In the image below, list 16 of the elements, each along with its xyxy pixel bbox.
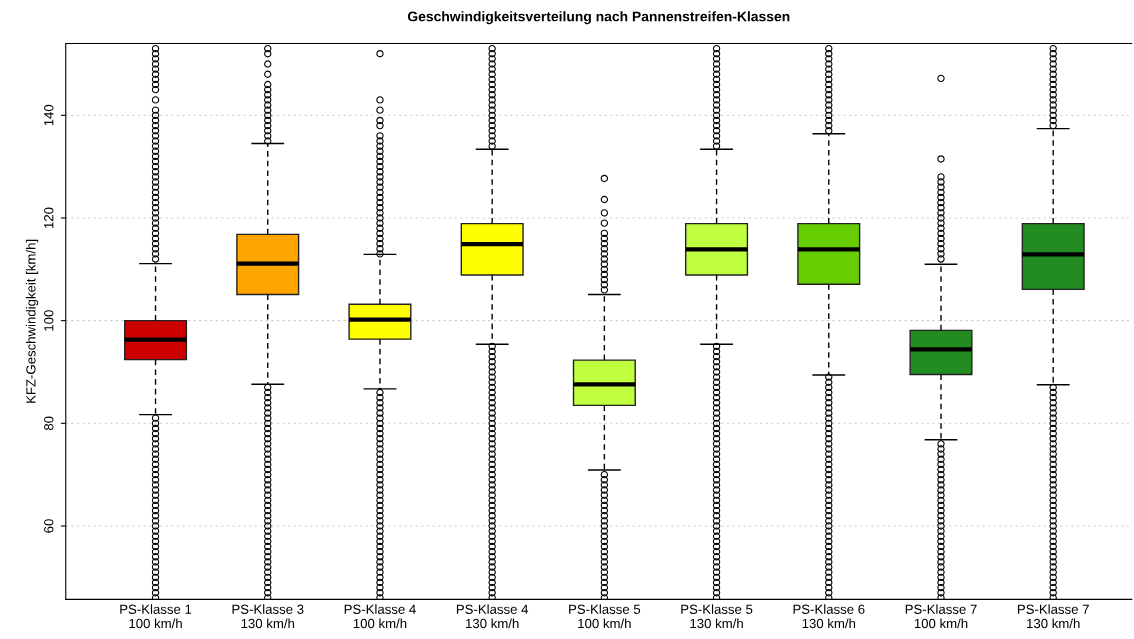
x-tick-label: PS-Klasse 7 100 km/h: [905, 604, 977, 629]
x-tick-label: PS-Klasse 5 130 km/h: [681, 604, 753, 629]
x-tick-label: PS-Klasse 6 130 km/h: [793, 604, 865, 629]
x-tick-label: PS-Klasse 7 130 km/h: [1017, 604, 1089, 629]
x-tick-label: PS-Klasse 5 100 km/h: [569, 604, 641, 629]
x-tick-label: PS-Klasse 4 130 km/h: [456, 604, 529, 629]
x-tick-label: PS-Klasse 3 130 km/h: [232, 604, 304, 629]
chart-title: Geschwindigkeitsverteilung nach Pannenstreifen-Klassen: [407, 11, 790, 25]
y-tick-label: 140: [44, 104, 54, 126]
y-tick-label: 120: [44, 207, 54, 228]
y-tick-label: 60: [44, 519, 54, 533]
y-tick-label: 100: [44, 310, 54, 331]
y-axis-title: KFZ-Geschwindigkeit [km/h]: [25, 239, 39, 403]
x-tick-label: PS-Klasse 4 100 km/h: [344, 604, 416, 629]
y-tick-label: 80: [44, 416, 54, 431]
x-tick-label: PS-Klasse 1 100 km/h: [120, 604, 192, 629]
